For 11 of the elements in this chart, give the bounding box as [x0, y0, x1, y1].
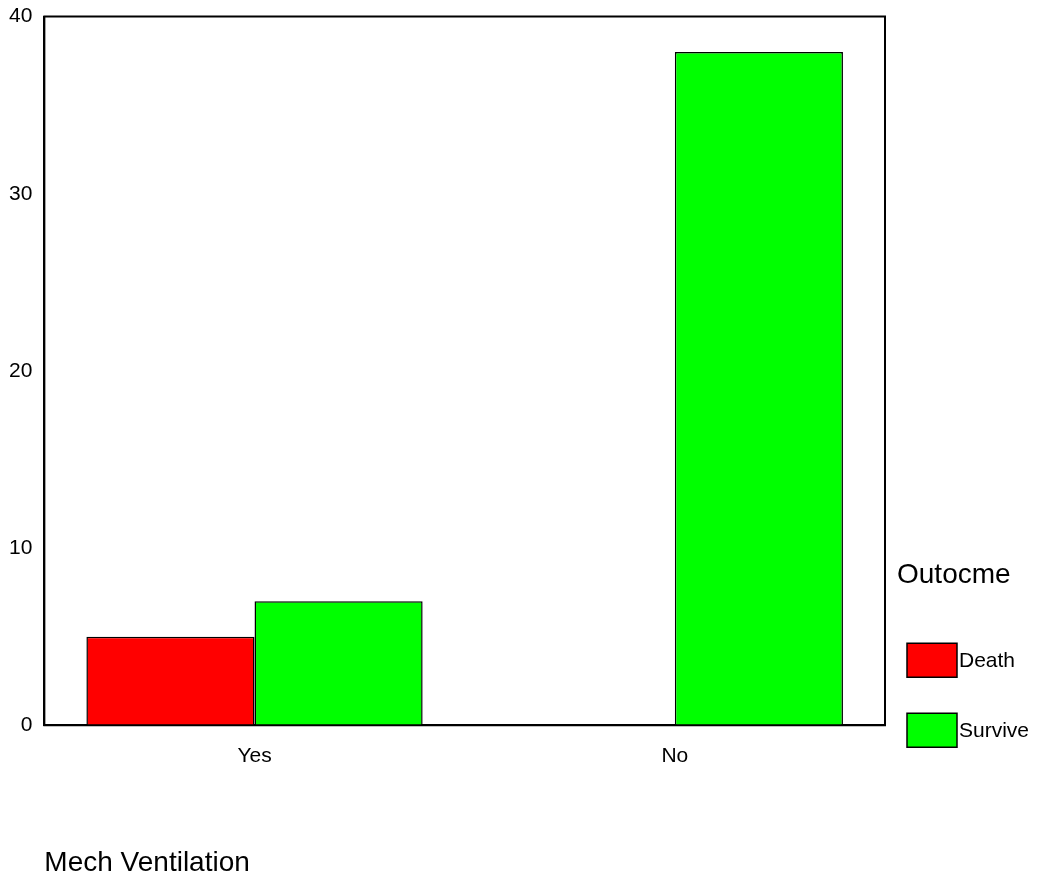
y-tick-label: 10: [9, 534, 33, 558]
y-tick-label: 30: [9, 180, 33, 204]
legend-label: Survive: [959, 718, 1030, 741]
x-axis-title: Mech Ventilation: [44, 845, 250, 877]
x-tick-label: Yes: [237, 742, 272, 766]
y-tick-label: 40: [9, 3, 33, 27]
y-tick-label: 0: [20, 712, 33, 735]
legend-title: Outocme: [897, 557, 1011, 589]
legend-label: Death: [959, 648, 1016, 671]
y-tick-label: 20: [9, 357, 33, 381]
x-tick-label: No: [661, 742, 689, 766]
